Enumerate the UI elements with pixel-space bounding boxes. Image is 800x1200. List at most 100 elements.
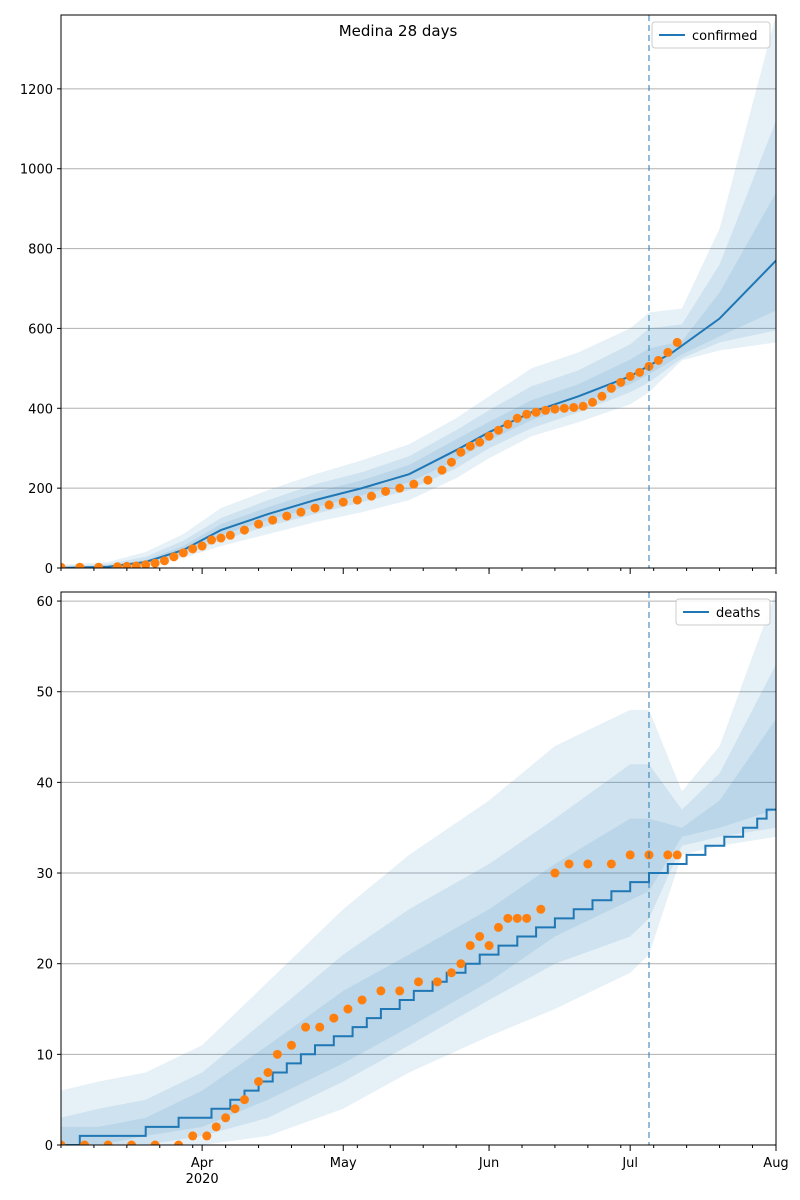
observed-point <box>625 371 635 381</box>
x-tick-label: May <box>330 1156 357 1171</box>
observed-point <box>569 402 579 412</box>
observed-point <box>564 859 574 869</box>
observed-point <box>395 986 405 996</box>
observed-point <box>376 986 386 996</box>
legend-label: deaths <box>716 606 761 621</box>
observed-point <box>221 1113 231 1123</box>
y-tick-label: 1000 <box>20 163 53 178</box>
observed-point <box>606 859 616 869</box>
observed-point <box>338 497 348 507</box>
model-median-line <box>61 259 776 568</box>
observed-point <box>324 500 334 510</box>
y-tick-label: 50 <box>36 686 53 701</box>
observed-point <box>202 1131 212 1141</box>
observed-point <box>352 495 362 505</box>
observed-point <box>493 922 503 932</box>
observed-point <box>263 1067 273 1077</box>
observed-point <box>150 558 160 568</box>
observed-point <box>211 1122 221 1132</box>
y-tick-label: 600 <box>28 322 53 337</box>
observed-point <box>329 1013 339 1023</box>
observed-point <box>296 507 306 517</box>
observed-point <box>225 530 235 540</box>
legend-box <box>675 598 771 626</box>
observed-point <box>127 1140 137 1145</box>
observed-point <box>423 475 433 485</box>
axes-frame <box>60 14 777 569</box>
observed-point <box>207 535 217 545</box>
y-tick-label: 1200 <box>20 83 53 98</box>
observed-point <box>616 377 626 387</box>
observed-point <box>522 409 532 419</box>
observed-point <box>301 1022 311 1032</box>
observed-point <box>484 941 494 951</box>
observed-point <box>531 407 541 417</box>
observed-point <box>456 447 466 457</box>
observed-point <box>178 548 188 558</box>
observed-point <box>310 503 320 513</box>
observed-point <box>286 1040 296 1050</box>
x-tick-label: Apr <box>191 1156 214 1171</box>
observed-point <box>409 479 419 489</box>
observed-point <box>663 850 673 860</box>
observed-point <box>597 391 607 401</box>
observed-point <box>446 457 456 467</box>
observed-point <box>541 405 551 415</box>
observed-point <box>522 913 532 923</box>
legend-label: confirmed <box>692 29 758 44</box>
observed-point <box>150 1140 160 1145</box>
observed-point <box>578 401 588 411</box>
observed-point <box>512 913 522 923</box>
observed-point <box>61 1140 66 1145</box>
observed-point <box>493 425 503 435</box>
observed-point <box>446 968 456 978</box>
observed-point <box>80 1140 90 1145</box>
y-tick-label: 40 <box>36 776 53 791</box>
observed-point <box>169 552 179 562</box>
observed-point <box>672 337 682 347</box>
observed-point <box>583 859 593 869</box>
y-tick-label: 0 <box>45 562 53 577</box>
observed-point <box>653 355 663 365</box>
observed-point <box>512 413 522 423</box>
y-tick-label: 0 <box>45 1139 53 1154</box>
observed-point <box>315 1022 325 1032</box>
observed-point <box>282 511 292 521</box>
observed-point <box>239 1095 249 1105</box>
observed-point <box>131 561 141 568</box>
axes-frame <box>60 591 777 1146</box>
band-inner <box>61 192 776 568</box>
observed-point <box>216 533 226 543</box>
observed-point <box>456 959 466 969</box>
y-tick-label: 400 <box>28 402 53 417</box>
band-outer <box>61 592 776 1145</box>
observed-point <box>197 541 207 551</box>
observed-point <box>254 519 264 529</box>
x-tick-label: Aug <box>763 1156 788 1171</box>
y-tick-label: 60 <box>36 595 53 610</box>
observed-point <box>188 1131 198 1141</box>
observed-point <box>550 868 560 878</box>
legend-box <box>651 21 771 49</box>
observed-point <box>122 561 132 568</box>
observed-point <box>239 525 249 535</box>
observed-point <box>112 562 122 568</box>
observed-point <box>75 562 85 568</box>
observed-point <box>625 850 635 860</box>
observed-point <box>230 1104 240 1114</box>
plot-area <box>61 592 776 1145</box>
x-tick-sublabel: 2020 <box>186 1172 219 1187</box>
observed-point <box>174 1140 184 1145</box>
observed-point <box>550 404 560 414</box>
band-outer <box>61 15 776 568</box>
observed-point <box>343 1004 353 1014</box>
observed-point <box>357 995 367 1005</box>
observed-point <box>159 556 169 566</box>
observed-point <box>588 397 598 407</box>
observed-point <box>61 562 66 568</box>
observed-point <box>503 419 513 429</box>
chart-title: Medina 28 days <box>339 22 458 40</box>
observed-point <box>606 383 616 393</box>
